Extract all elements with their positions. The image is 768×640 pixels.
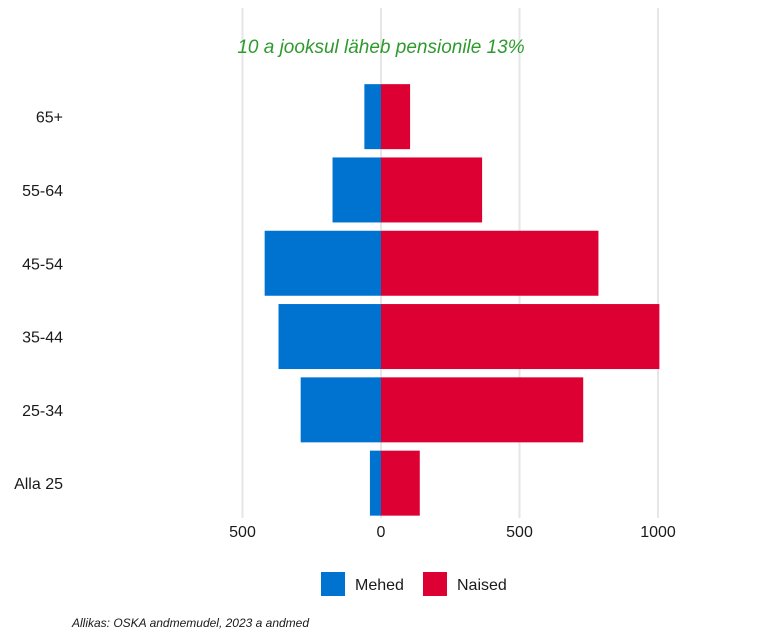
y-tick-label: 25-34 — [22, 403, 63, 420]
chart-subtitle: 10 a jooksul läheb pensionile 13% — [237, 37, 524, 58]
bar-naised-35-44 — [381, 304, 660, 370]
bar-naised-alla-25 — [381, 450, 420, 516]
legend-swatch-naised — [423, 572, 447, 596]
y-tick-label: Alla 25 — [14, 476, 63, 493]
legend-label-naised: Naised — [457, 577, 507, 594]
bar-naised-55-64 — [381, 157, 483, 223]
legend-label-mehed: Mehed — [355, 577, 404, 594]
bar-mehed-alla-25 — [369, 450, 381, 516]
bar-mehed-55-64 — [332, 157, 381, 223]
x-tick-label: 0 — [377, 524, 386, 541]
x-axis-labels: 500 0 500 1000 — [229, 524, 676, 541]
bar-naised-45-54 — [381, 230, 599, 296]
bar-mehed-45-54 — [264, 230, 381, 296]
y-axis-labels: 65+ 55-64 45-54 35-44 25-34 Alla 25 — [14, 110, 63, 493]
y-tick-label: 65+ — [36, 110, 63, 127]
source-note: Allikas: OSKA andmemudel, 2023 a andmed — [72, 616, 310, 630]
x-tick-label: 1000 — [640, 524, 676, 541]
bar-mehed-35-44 — [278, 304, 381, 370]
x-tick-label: 500 — [229, 524, 256, 541]
y-tick-label: 35-44 — [22, 330, 63, 347]
bar-naised-25-34 — [381, 377, 584, 443]
bar-naised-65- — [381, 84, 411, 150]
legend: Mehed Naised — [321, 572, 507, 596]
bar-mehed-65- — [364, 84, 381, 150]
bar-mehed-25-34 — [300, 377, 381, 443]
bars — [264, 84, 660, 516]
y-tick-label: 55-64 — [22, 183, 63, 200]
x-tick-label: 500 — [506, 524, 533, 541]
legend-swatch-mehed — [321, 572, 345, 596]
y-tick-label: 45-54 — [22, 256, 63, 273]
